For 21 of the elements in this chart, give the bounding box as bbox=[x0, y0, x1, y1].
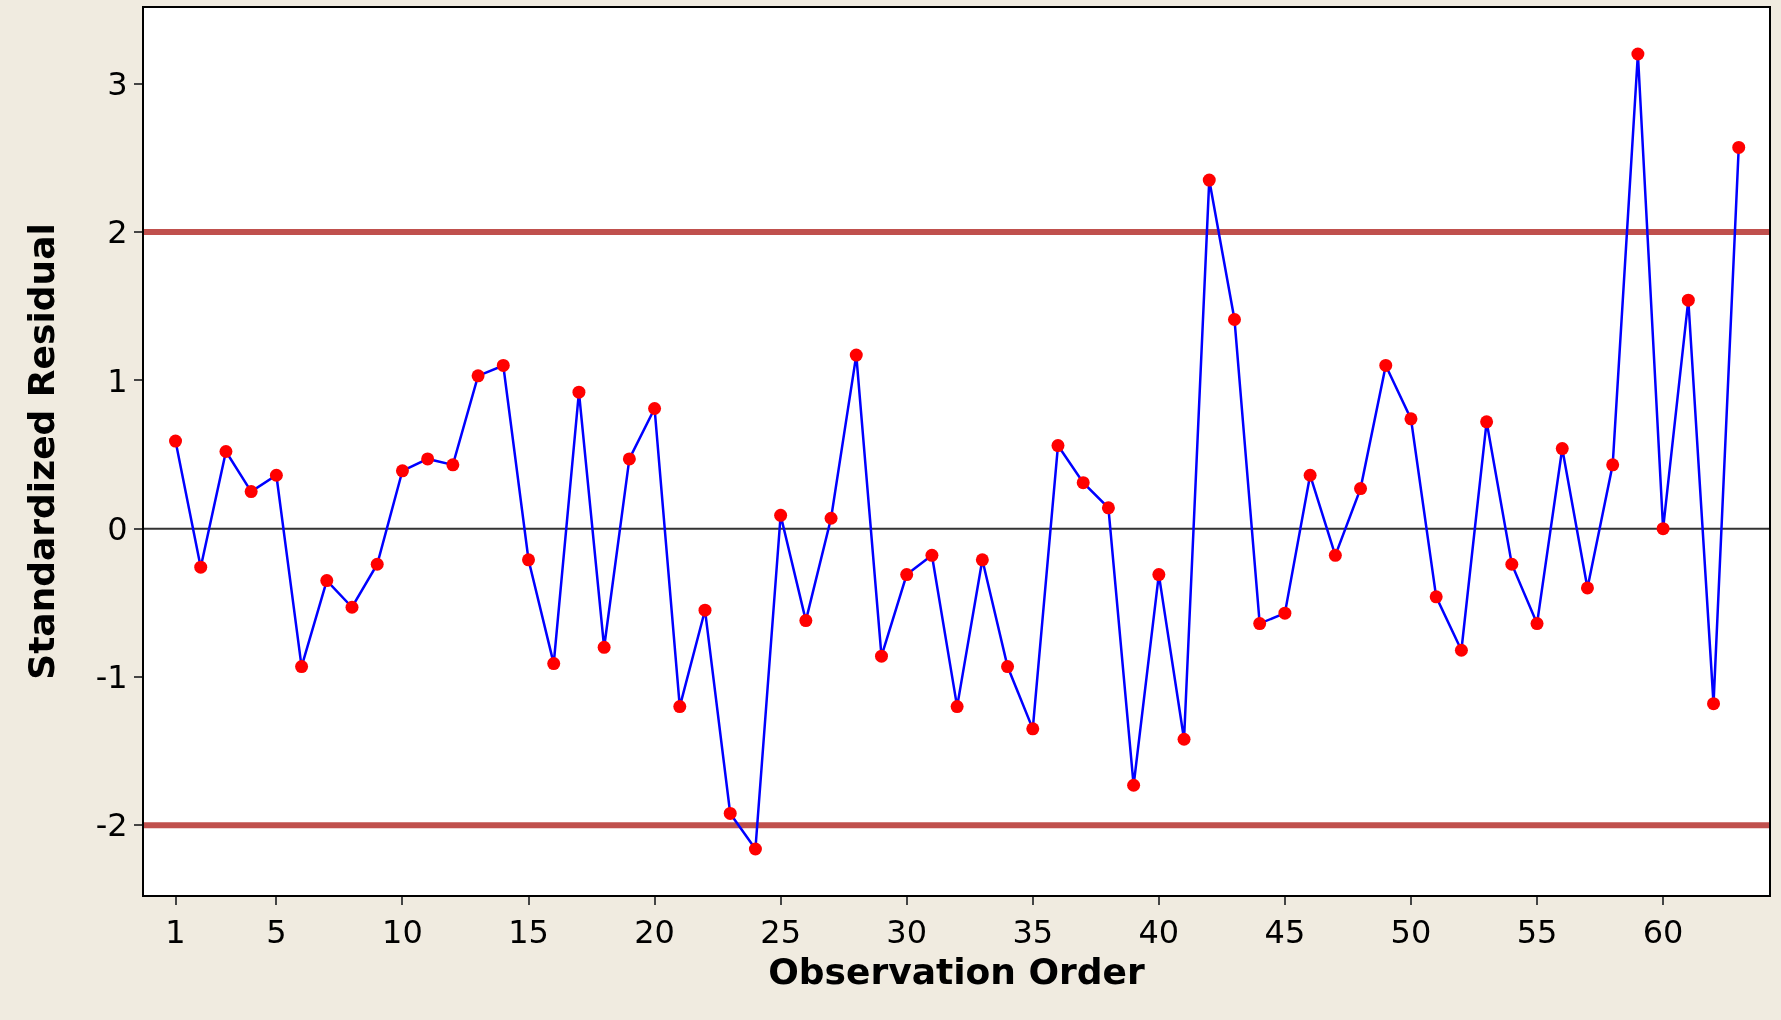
x-tick-label: 50 bbox=[1390, 913, 1432, 952]
x-tick-label: 25 bbox=[760, 913, 801, 952]
x-tick-label: 5 bbox=[266, 913, 287, 952]
x-tick-label: 45 bbox=[1264, 913, 1306, 952]
y-tick-label: -1 bbox=[95, 658, 128, 697]
x-tick-label: 10 bbox=[382, 913, 423, 952]
y-tick-label: 0 bbox=[107, 509, 128, 548]
y-tick-label: -2 bbox=[95, 806, 128, 845]
x-tick-label: 40 bbox=[1138, 913, 1180, 952]
x-tick-label: 60 bbox=[1642, 913, 1684, 952]
y-tick-label: 3 bbox=[107, 64, 128, 103]
x-tick-label: 20 bbox=[634, 913, 675, 952]
y-tick-label: 1 bbox=[107, 361, 128, 400]
x-tick-label: 35 bbox=[1012, 913, 1054, 952]
x-tick-label: 55 bbox=[1516, 913, 1558, 952]
y-tick-label: 2 bbox=[107, 213, 128, 252]
y-axis-title: Standardized Residual bbox=[21, 223, 63, 680]
x-tick-label: 1 bbox=[165, 913, 186, 952]
x-tick-label: 15 bbox=[508, 913, 549, 952]
x-axis-title: Observation Order bbox=[768, 951, 1145, 993]
x-tick-label: 30 bbox=[886, 913, 928, 952]
